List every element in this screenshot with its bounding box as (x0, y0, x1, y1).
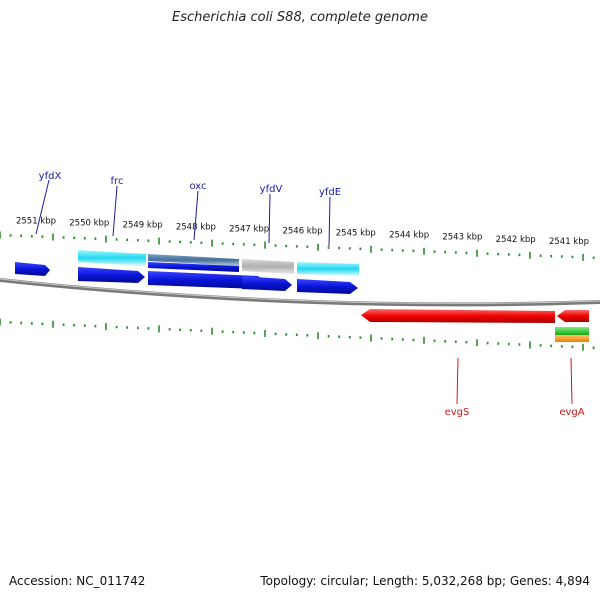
feature-box (148, 262, 239, 272)
top-gene-labels: yfdX frc oxc yfdV yfdE (35, 171, 341, 247)
scale-label: 2551 kbp (16, 216, 56, 226)
leader-line (193, 190, 199, 241)
feature-box (555, 327, 589, 335)
gene-label-yfdE: yfdE (319, 187, 341, 198)
feature-box (78, 250, 146, 266)
top-features (15, 250, 359, 294)
scale-label: 2542 kbp (496, 235, 536, 245)
scale-label: 2544 kbp (389, 231, 429, 241)
leader-line (570, 357, 573, 405)
scale-label: 2541 kbp (549, 237, 589, 247)
bottom-features (361, 309, 589, 342)
feature-box (555, 335, 589, 342)
gene-label-yfdX: yfdX (39, 171, 62, 182)
gene-label-evgA: evgA (559, 407, 584, 418)
feature-box (148, 254, 239, 266)
gene-label-frc: frc (111, 176, 124, 187)
leader-line (268, 193, 271, 244)
gene-arrow (242, 276, 292, 291)
scale-label: 2550 kbp (69, 218, 109, 228)
gene-label-evgS: evgS (445, 407, 470, 418)
gene-arrow (15, 262, 50, 276)
scale-label: 2548 kbp (176, 223, 216, 233)
genome-backbone (0, 278, 600, 307)
scale-labels: 2551 kbp 2550 kbp 2549 kbp 2548 kbp 2547 kbp… (16, 216, 589, 246)
genome-backbone-highlight (0, 278, 600, 304)
accession-text: Accession: NC_011742 (9, 574, 146, 588)
gene-arrow-evgA (557, 310, 589, 322)
leader-line (112, 185, 118, 237)
scale-label: 2543 kbp (442, 233, 482, 243)
bottom-gene-labels: evgS evgA (445, 357, 585, 418)
scale-label: 2545 kbp (336, 229, 376, 239)
gene-arrow-evgS (361, 309, 555, 323)
gene-label-yfdV: yfdV (260, 184, 283, 195)
feature-box (242, 259, 294, 274)
gene-arrow (78, 267, 145, 283)
gene-label-oxc: oxc (189, 181, 206, 192)
genome-summary: Topology: circular; Length: 5,032,268 bp… (260, 574, 590, 588)
gene-arrow (148, 271, 266, 289)
tick-rings (0, 231, 595, 351)
scale-label: 2546 kbp (282, 227, 322, 237)
map-title: Escherichia coli S88, complete genome (172, 10, 428, 25)
scale-label: 2547 kbp (229, 225, 269, 235)
feature-box (297, 262, 359, 276)
gene-arrow (297, 279, 358, 294)
leader-line (456, 357, 459, 405)
leader-line (328, 196, 331, 247)
scale-label: 2549 kbp (123, 220, 163, 230)
leader-line (35, 179, 50, 235)
